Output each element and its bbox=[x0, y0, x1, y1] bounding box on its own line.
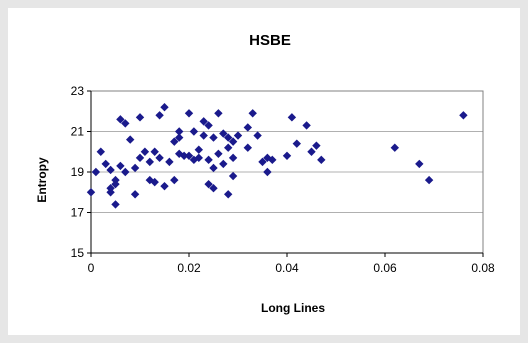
data-point bbox=[258, 157, 267, 167]
data-point bbox=[268, 155, 277, 165]
chart-area: HSBE 15 17 19 21 23 0 0.02 0.04 0.06 0.08 Long Li… bbox=[8, 8, 520, 335]
data-point bbox=[106, 188, 115, 197]
data-point bbox=[111, 179, 120, 189]
data-point bbox=[243, 143, 252, 152]
data-point bbox=[282, 151, 292, 160]
data-point bbox=[390, 143, 399, 152]
data-point bbox=[209, 184, 218, 193]
axes bbox=[87, 90, 484, 257]
data-point bbox=[214, 109, 223, 118]
y-axis-title: Entropy bbox=[35, 157, 49, 203]
data-point bbox=[111, 200, 120, 209]
data-point bbox=[121, 119, 130, 128]
data-point bbox=[224, 133, 233, 142]
data-point bbox=[228, 171, 238, 181]
data-point bbox=[219, 129, 228, 138]
gridlines bbox=[91, 90, 483, 254]
data-point bbox=[233, 131, 243, 140]
x-tick-label: 0 bbox=[88, 261, 95, 275]
data-point bbox=[312, 141, 321, 150]
data-point bbox=[224, 190, 233, 199]
data-point bbox=[140, 147, 150, 156]
data-point bbox=[155, 111, 164, 120]
data-point bbox=[150, 147, 159, 156]
data-point bbox=[214, 149, 223, 158]
data-point bbox=[130, 190, 140, 199]
y-tick-label: 23 bbox=[71, 84, 85, 98]
data-point bbox=[204, 179, 213, 189]
data-point bbox=[209, 163, 218, 173]
data-point bbox=[219, 159, 228, 169]
data-point bbox=[292, 139, 301, 148]
data-point bbox=[175, 127, 184, 136]
scatter-chart: HSBE 15 17 19 21 23 0 0.02 0.04 0.06 0.08 Long Li… bbox=[35, 32, 495, 315]
data-point bbox=[307, 147, 316, 156]
data-point bbox=[302, 121, 311, 130]
data-point bbox=[86, 188, 96, 197]
data-point bbox=[145, 157, 154, 167]
data-point bbox=[170, 137, 179, 146]
x-tick-label: 0.08 bbox=[471, 261, 495, 275]
y-tick-label: 21 bbox=[71, 125, 85, 139]
data-point bbox=[121, 167, 130, 177]
x-tick-label: 0.02 bbox=[177, 261, 201, 275]
data-point bbox=[228, 137, 238, 146]
y-tick-label: 15 bbox=[71, 246, 85, 260]
tick-labels: 15 17 19 21 23 0 0.02 0.04 0.06 0.08 bbox=[71, 84, 495, 275]
data-point bbox=[287, 113, 297, 122]
data-point bbox=[116, 115, 125, 124]
data-point bbox=[317, 155, 326, 165]
data-point bbox=[194, 145, 203, 154]
data-point bbox=[228, 153, 238, 163]
data-point bbox=[91, 167, 101, 177]
y-tick-label: 17 bbox=[71, 206, 85, 220]
data-point bbox=[204, 121, 213, 130]
data-series bbox=[86, 103, 468, 209]
data-point bbox=[209, 133, 218, 142]
data-point bbox=[160, 103, 169, 112]
data-point bbox=[135, 153, 145, 163]
data-point bbox=[130, 163, 140, 173]
data-point bbox=[184, 109, 194, 118]
data-point bbox=[415, 159, 424, 169]
data-point bbox=[424, 175, 434, 185]
data-point bbox=[459, 111, 468, 120]
data-point bbox=[126, 135, 135, 144]
data-point bbox=[165, 157, 174, 167]
data-point bbox=[199, 117, 208, 126]
data-point bbox=[189, 127, 199, 136]
data-point bbox=[170, 175, 179, 185]
x-tick-label: 0.06 bbox=[373, 261, 397, 275]
data-point bbox=[253, 131, 262, 140]
data-point bbox=[263, 167, 272, 177]
x-tick-label: 0.04 bbox=[275, 261, 299, 275]
data-point bbox=[194, 153, 203, 163]
data-point bbox=[150, 177, 159, 187]
data-point bbox=[175, 133, 184, 142]
data-point bbox=[155, 153, 164, 163]
x-axis-title: Long Lines bbox=[261, 301, 325, 315]
data-point bbox=[96, 147, 105, 156]
data-point bbox=[160, 181, 169, 191]
data-point bbox=[199, 131, 208, 140]
data-point bbox=[224, 143, 233, 152]
data-point bbox=[248, 109, 257, 118]
data-point bbox=[116, 161, 125, 171]
data-point bbox=[106, 165, 115, 175]
data-point bbox=[135, 113, 145, 122]
data-point bbox=[184, 151, 194, 160]
data-point bbox=[204, 155, 213, 165]
y-tick-label: 19 bbox=[71, 165, 85, 179]
chart-title: HSBE bbox=[249, 32, 291, 49]
data-point bbox=[179, 151, 189, 160]
data-point bbox=[243, 123, 252, 132]
data-point bbox=[101, 159, 110, 169]
